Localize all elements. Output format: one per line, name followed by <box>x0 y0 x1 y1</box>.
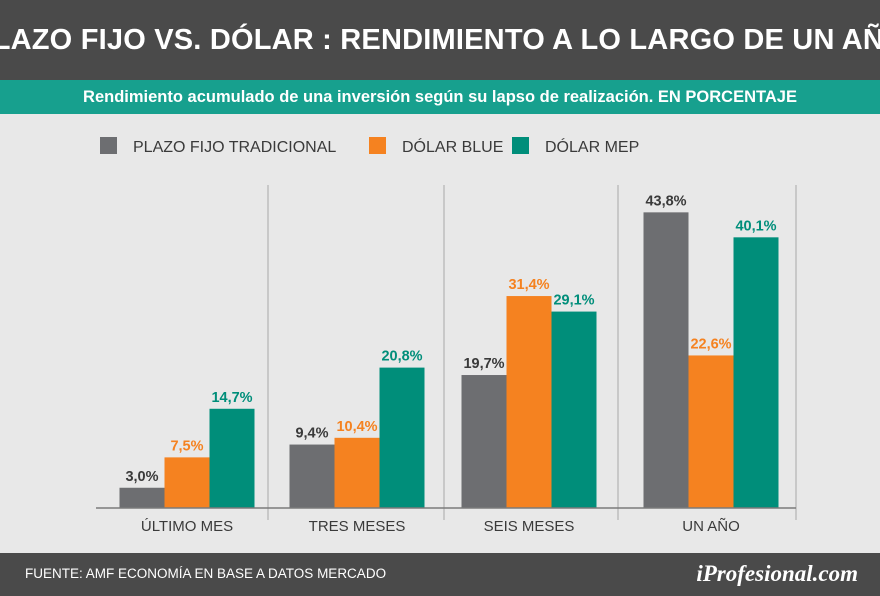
data-label: 43,8% <box>645 193 686 209</box>
bar <box>209 408 255 508</box>
bar <box>643 212 689 508</box>
bar <box>506 296 552 508</box>
bar <box>461 375 507 508</box>
legend-swatch-2 <box>369 137 386 154</box>
data-label: 14,7% <box>211 390 252 406</box>
data-label: 19,7% <box>463 356 504 372</box>
category-label: SEIS MESES <box>484 518 575 535</box>
bar <box>164 457 210 508</box>
brand-logo: iProfesional.com <box>696 561 858 586</box>
subtitle-banner: Rendimiento acumulado de una inversión s… <box>0 80 880 114</box>
category-label: ÚLTIMO MES <box>141 518 233 535</box>
page-title: PLAZO FIJO VS. DÓLAR : RENDIMIENTO A LO … <box>0 23 880 56</box>
bar <box>289 444 335 508</box>
footer-bar: FUENTE: AMF ECONOMÍA EN BASE A DATOS MER… <box>0 553 880 596</box>
bar <box>688 355 734 508</box>
data-label: 3,0% <box>125 469 158 485</box>
title-banner: PLAZO FIJO VS. DÓLAR : RENDIMIENTO A LO … <box>0 0 880 80</box>
bar <box>551 311 597 508</box>
legend-label-2: DÓLAR BLUE <box>402 137 503 156</box>
legend-swatch-1 <box>100 137 117 154</box>
data-label: 29,1% <box>553 293 594 309</box>
data-label: 40,1% <box>735 218 776 234</box>
source-note: FUENTE: AMF ECONOMÍA EN BASE A DATOS MER… <box>25 566 387 581</box>
data-label: 22,6% <box>690 336 731 352</box>
chart-subtitle: Rendimiento acumulado de una inversión s… <box>83 87 797 106</box>
legend-label-1: PLAZO FIJO TRADICIONAL <box>133 139 336 156</box>
category-label: UN AÑO <box>682 518 740 535</box>
data-label: 7,5% <box>170 438 203 454</box>
bar <box>334 437 380 508</box>
category-label: TRES MESES <box>309 518 406 535</box>
data-label: 31,4% <box>508 277 549 293</box>
data-label: 20,8% <box>381 349 422 365</box>
bar <box>379 367 425 508</box>
bar-chart: PLAZO FIJO TRADICIONAL DÓLAR BLUE DÓLAR ME… <box>96 137 797 535</box>
legend-swatch-3 <box>512 137 529 154</box>
bar <box>119 487 165 508</box>
data-label: 9,4% <box>295 426 328 442</box>
data-label: 10,4% <box>336 419 377 435</box>
legend-label-3: DÓLAR MEP <box>545 137 639 156</box>
bar <box>733 237 779 508</box>
